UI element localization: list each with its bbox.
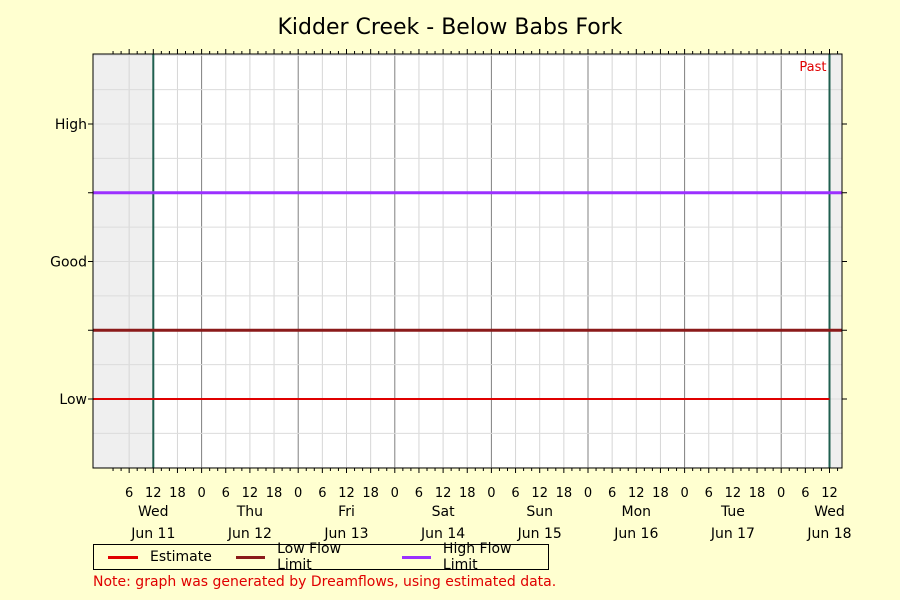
legend-swatch-high-flow-limit: [401, 555, 431, 559]
legend-swatch-low-flow-limit: [235, 555, 266, 559]
x-tick-label: 0: [487, 486, 495, 501]
x-tick-label: 18: [266, 486, 283, 501]
x-tick-label: 12: [531, 486, 548, 501]
day-weekday-label: Wed: [138, 504, 169, 520]
x-tick-label: 18: [749, 486, 766, 501]
legend-label-high-flow-limit: High Flow Limit: [442, 541, 512, 573]
x-tick-label: 6: [222, 486, 230, 501]
day-date-label: Jun 12: [227, 526, 272, 542]
day-weekday-label: Wed: [814, 504, 845, 520]
legend-label-low-flow-limit: Low Flow Limit: [277, 541, 342, 573]
x-tick-label: 6: [318, 486, 326, 501]
day-weekday-label: Sat: [432, 504, 455, 520]
day-weekday-label: Fri: [338, 504, 355, 520]
x-tick-label: 12: [338, 486, 355, 501]
legend-item-estimate: Estimate: [108, 549, 212, 565]
x-tick-label: 0: [197, 486, 205, 501]
data-note: Note: graph was generated by Dreamflows,…: [93, 574, 557, 590]
day-date-label: Jun 17: [710, 526, 755, 542]
day-weekday-label: Thu: [236, 504, 263, 520]
x-tick-label: 18: [556, 486, 573, 501]
chart-legend: Estimate Low Flow Limit High Flow Limit: [93, 541, 549, 573]
x-tick-label: 6: [511, 486, 519, 501]
x-tick-label: 12: [242, 486, 259, 501]
day-weekday-label: Tue: [720, 504, 745, 520]
legend-item-low-flow-limit: Low Flow Limit: [235, 541, 378, 573]
x-tick-label: 18: [362, 486, 379, 501]
x-tick-label: 6: [801, 486, 809, 501]
day-weekday-label: Mon: [622, 504, 652, 520]
y-tick-label-good: Good: [50, 255, 87, 271]
day-date-label: Jun 18: [806, 526, 851, 542]
day-date-label: Jun 13: [323, 526, 368, 542]
x-tick-label: 6: [125, 486, 133, 501]
day-date-label: Jun 11: [130, 526, 175, 542]
x-tick-label: 6: [415, 486, 423, 501]
past-label: Past: [799, 60, 826, 75]
legend-item-high-flow-limit: High Flow Limit: [401, 541, 548, 573]
day-date-label: Jun 14: [420, 526, 465, 542]
day-date-label: Jun 15: [517, 526, 562, 542]
x-tick-label: 12: [435, 486, 452, 501]
y-tick-label-low: Low: [59, 392, 87, 408]
legend-label-estimate: Estimate: [150, 549, 212, 565]
chart-title: Kidder Creek - Below Babs Fork: [278, 15, 623, 40]
x-tick-label: 18: [652, 486, 669, 501]
day-weekday-label: Sun: [526, 504, 553, 520]
x-tick-label: 18: [169, 486, 186, 501]
x-tick-label: 12: [725, 486, 742, 501]
x-tick-label: 18: [459, 486, 476, 501]
x-tick-label: 12: [821, 486, 838, 501]
legend-swatch-estimate: [108, 555, 138, 559]
x-tick-label: 0: [294, 486, 302, 501]
day-date-label: Jun 16: [613, 526, 658, 542]
x-tick-label: 12: [628, 486, 645, 501]
y-tick-label-high: High: [55, 117, 87, 133]
x-tick-label: 12: [145, 486, 162, 501]
x-tick-label: 0: [680, 486, 688, 501]
x-tick-label: 6: [608, 486, 616, 501]
x-tick-label: 0: [584, 486, 592, 501]
x-tick-label: 0: [777, 486, 785, 501]
x-tick-label: 0: [391, 486, 399, 501]
x-tick-label: 6: [705, 486, 713, 501]
